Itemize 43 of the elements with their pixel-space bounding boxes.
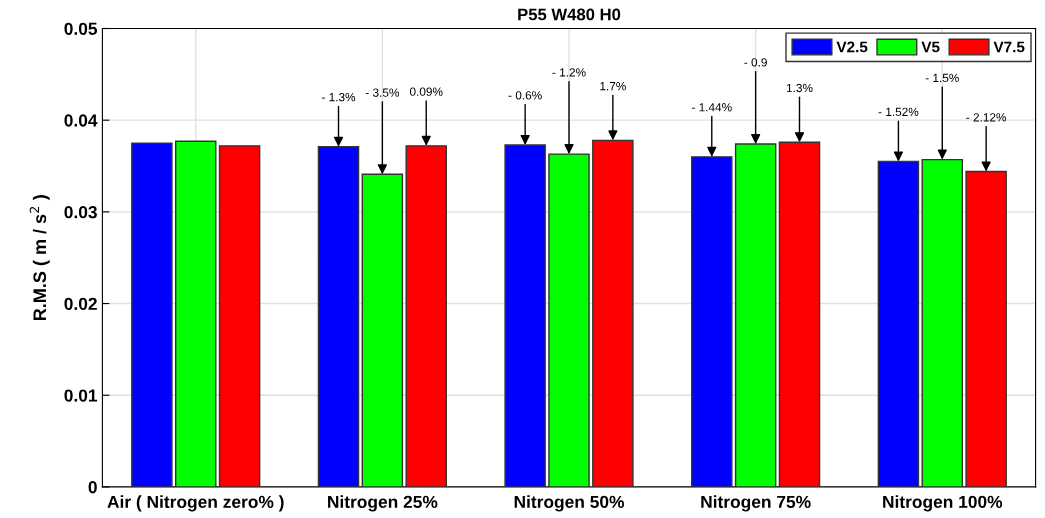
bar — [734, 143, 777, 487]
annotation: - 0.9 — [744, 58, 767, 67]
y-tick-label: 0.05 — [64, 22, 98, 35]
annotation: 0.09% — [409, 87, 443, 96]
bar — [965, 170, 1007, 487]
bar — [548, 153, 590, 487]
legend-label: V2.5 — [836, 41, 868, 53]
y-tick-label: 0.04 — [64, 114, 98, 127]
annotation: - 1.2% — [552, 68, 586, 77]
annotation: - 2.12% — [966, 113, 1007, 122]
bar — [778, 141, 821, 487]
x-tick-label: Nitrogen 25% — [328, 495, 438, 512]
bar — [504, 144, 546, 487]
bar — [592, 139, 634, 487]
bar — [317, 146, 360, 487]
annotation: - 1.52% — [878, 107, 919, 117]
bar — [174, 140, 217, 487]
x-tick-label: Nitrogen 75% — [701, 495, 811, 512]
x-tick-label: Air ( Nitrogen zero% ) — [107, 495, 284, 512]
legend-label: V7.5 — [993, 41, 1025, 53]
annotation: - 0.6% — [508, 91, 542, 100]
x-tick-label: Nitrogen 50% — [514, 495, 625, 512]
annotation: - 1.44% — [691, 103, 732, 112]
annotation: 1.7% — [600, 82, 626, 91]
bar — [361, 173, 404, 487]
y-tick-label: 0 — [88, 481, 97, 494]
y-axis-title: R.M.S ( m / s$^{2}$ ) — [29, 195, 50, 321]
x-tick-label: Nitrogen 100% — [883, 495, 1003, 512]
y-tick-label: 0.02 — [64, 297, 97, 311]
y-tick-label: 0.03 — [64, 206, 97, 219]
bar — [218, 145, 261, 487]
annotation: - 3.5% — [365, 88, 400, 97]
bar — [877, 160, 920, 487]
bar — [921, 158, 964, 487]
y-tick-label: 0.01 — [64, 389, 98, 402]
annotation: 1.3% — [786, 83, 813, 93]
bar — [691, 156, 733, 487]
legend-label: V5 — [921, 41, 940, 53]
annotation: - 1.5% — [925, 73, 959, 83]
annotation: - 1.3% — [321, 92, 356, 102]
chart-title: P55 W480 H0 — [518, 8, 621, 21]
bar — [131, 142, 173, 487]
bar — [405, 145, 447, 487]
